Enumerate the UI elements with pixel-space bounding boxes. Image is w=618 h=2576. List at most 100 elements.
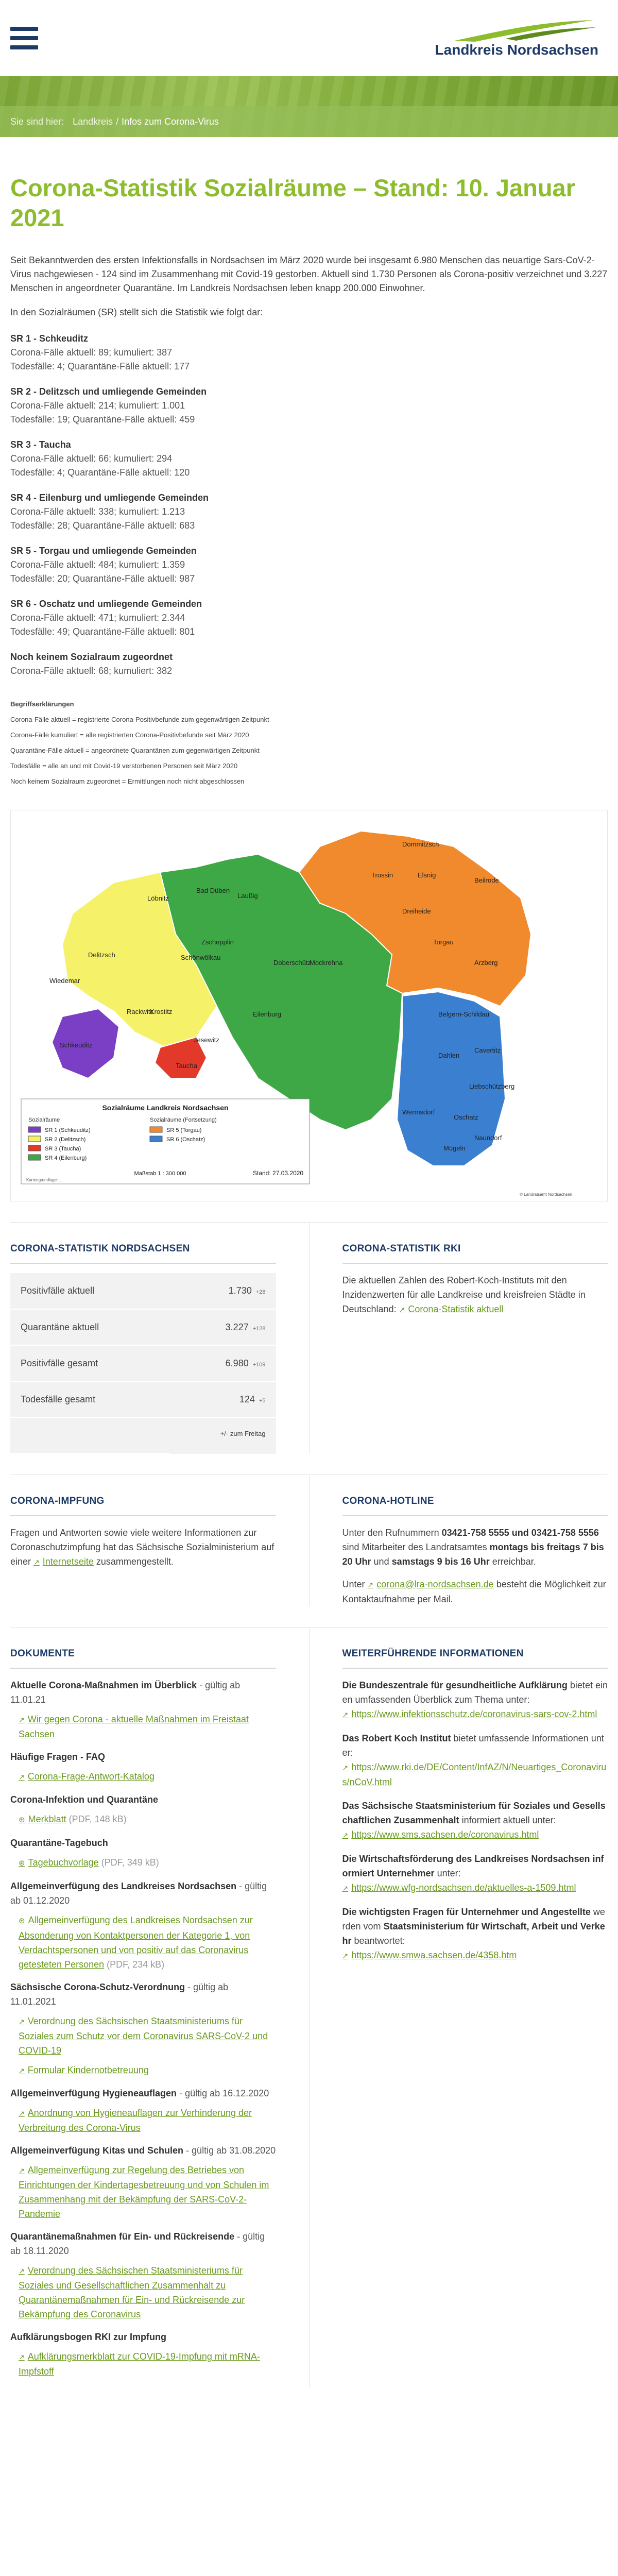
impfung-text: Fragen und Antworten sowie viele weitere… (10, 1528, 274, 1567)
hotline-mail-post: besteht die Möglichkeit zur Kontaktaufna… (342, 1579, 606, 1604)
region-block: SR 3 - Taucha Corona-Fälle aktuell: 66; k… (10, 438, 608, 480)
stats-row: Todesfälle gesamt 124 +5 (10, 1381, 276, 1418)
impfung-link[interactable]: Internetseite (33, 1556, 94, 1567)
document-link[interactable]: Wir gegen Corona - aktuelle Maßnahmen im… (19, 1714, 249, 1739)
document-heading: Quarantänemaßnahmen für Ein- und Rückrei… (10, 2231, 265, 2256)
legend-swatch (28, 1126, 41, 1133)
region-name: SR 4 - Eilenburg und umliegende Gemeinde… (10, 493, 209, 503)
stats-label: Positivfälle gesamt (10, 1345, 170, 1382)
logo[interactable]: Landkreis Nordsachsen (435, 18, 598, 58)
lead-text: In den Sozialräumen (SR) stellt sich die… (10, 307, 263, 317)
info-link[interactable]: https://www.wfg-nordsachsen.de/aktuelles… (342, 1883, 576, 1893)
document-link[interactable]: Formular Kindernotbetreuung (19, 2065, 149, 2075)
map-town-label: Schönwölkau (181, 954, 220, 961)
map-town-label: Schkeuditz (60, 1041, 93, 1049)
document-link[interactable]: Tagebuchvorlage (19, 1857, 99, 1868)
definition-item: Noch keinem Sozialraum zugeordnet = Ermi… (10, 777, 245, 785)
document-link[interactable]: Verordnung des Sächsischen Staatsministe… (19, 2016, 268, 2056)
logo-swoosh-icon (454, 20, 596, 42)
definition-item: Corona-Fälle kumuliert = alle registrier… (10, 731, 249, 739)
info-item: Die Bundeszentrale für gesundheitliche A… (342, 1678, 608, 1722)
document-size: (PDF, 148 kB) (68, 1814, 127, 1824)
map-town-label: Mockrehna (310, 959, 343, 967)
document-item: Häufige Fragen - FAQ Corona-Frage-Antwor… (10, 1750, 276, 1784)
stats-value-cell: 6.980 +109 (169, 1345, 276, 1382)
legend-head-right: Sozialräume (Fortsetzung) (150, 1117, 217, 1123)
region-deaths: Todesfälle: 49; Quarantäne-Fälle aktuell… (10, 626, 195, 637)
legend-label: SR 4 (Eilenburg) (45, 1155, 87, 1161)
info-source: Das Sächsische Staatsministerium für Soz… (342, 1801, 606, 1825)
info-source: Die Wirtschaftsförderung des Landkreises… (342, 1854, 604, 1878)
info-link[interactable]: https://www.sms.sachsen.de/coronavirus.h… (342, 1829, 539, 1840)
info-title: WEITERFÜHRENDE INFORMATIONEN (342, 1628, 608, 1669)
hotline-text: Unter den Rufnummern 03421-758 5555 und … (342, 1526, 608, 1569)
main-content: Corona-Statistik Sozialräume – Stand: 10… (0, 137, 618, 2428)
info-link[interactable]: https://www.smwa.sachsen.de/4358.htm (342, 1950, 517, 1960)
breadcrumb-item-landkreis[interactable]: Landkreis (73, 116, 113, 127)
document-heading: Aufklärungsbogen RKI zur Impfung (10, 2332, 166, 2342)
document-link-row: Verordnung des Sächsischen Staatsministe… (10, 2263, 276, 2321)
map-footer-right: © Landratsamt Nordsachsen (520, 1192, 572, 1197)
document-link-row: Allgemeinverfügung des Landkreises Nords… (10, 1913, 276, 1972)
stats-table: Positivfälle aktuell 1.730 +28 Quarantäne a… (10, 1273, 276, 1454)
map-town-label: Wermsdorf (402, 1108, 435, 1116)
region-deaths: Todesfälle: 4; Quarantäne-Fälle aktuell:… (10, 361, 190, 371)
legend-head-left: Sozialräume (28, 1117, 60, 1123)
stats-delta: +128 (252, 1325, 266, 1332)
info-source: Das Robert Koch Institut (342, 1733, 451, 1743)
region-block: SR 6 - Oschatz und umliegende Gemeinden C… (10, 597, 608, 639)
document-heading: Corona-Infektion und Quarantäne (10, 1794, 159, 1805)
info-link[interactable]: https://www.rki.de/DE/Content/InfAZ/N/Ne… (342, 1762, 607, 1787)
info-item: Das Robert Koch Institut bietet umfassen… (342, 1731, 608, 1789)
region-block: Noch keinem Sozialraum zugeordnet Corona-… (10, 650, 608, 678)
map-town-label: Delitzsch (88, 951, 115, 959)
info-text: informiert aktuell unter: (461, 1815, 556, 1825)
document-item: Allgemeinverfügung Kitas und Schulen - g… (10, 2143, 276, 2221)
info-link[interactable]: https://www.infektionsschutz.de/coronavi… (342, 1709, 597, 1719)
stats-value-cell: 124 +5 (169, 1381, 276, 1418)
region-name: SR 1 - Schkeuditz (10, 333, 89, 344)
map-town-label: Bad Düben (196, 887, 230, 894)
map-town-label: Rackwitz (127, 1008, 153, 1015)
map-town-label: Zschepplin (201, 938, 234, 946)
info-text: bietet umfassende Informationen unter: (342, 1733, 604, 1758)
stats-label: Todesfälle gesamt (10, 1381, 170, 1418)
document-size: (PDF, 349 kB) (101, 1857, 159, 1868)
document-link[interactable]: Merkblatt (19, 1814, 66, 1824)
region-deaths: Todesfälle: 28; Quarantäne-Fälle aktuell… (10, 520, 195, 531)
info-text: werden vom (342, 1907, 605, 1931)
document-link[interactable]: Verordnung des Sächsischen Staatsministe… (19, 2265, 245, 2319)
document-heading: Quarantäne-Tagebuch (10, 1838, 108, 1848)
hotline-mail-link[interactable]: corona@lra-nordsachsen.de (368, 1579, 494, 1589)
rki-statistics-link[interactable]: Corona-Statistik aktuell (399, 1304, 504, 1314)
map-town-label: Cavertitz (474, 1046, 501, 1054)
document-link[interactable]: Corona-Frage-Antwort-Katalog (19, 1771, 154, 1782)
stats-value: 1.730 (228, 1285, 252, 1296)
document-link[interactable]: Aufklärungsmerkblatt zur COVID-19-Impfun… (19, 2351, 260, 2377)
document-link[interactable]: Anordnung von Hygieneauflagen zur Verhin… (19, 2108, 252, 2133)
menu-icon[interactable] (10, 27, 38, 49)
map-date: Stand: 27.03.2020 (253, 1170, 303, 1177)
map-region-sr1 (51, 1008, 120, 1079)
map-town-label: Belgern-Schildau (438, 1010, 489, 1018)
info-text: unter: (437, 1868, 461, 1878)
breadcrumb-prefix: Sie sind hier: (10, 116, 64, 127)
region-name: SR 3 - Taucha (10, 439, 71, 450)
document-validity: - gültig ab 31.08.2020 (186, 2145, 276, 2156)
document-heading: Sächsische Corona-Schutz-Verordnung - gü… (10, 1982, 229, 2007)
documents-section: DOKUMENTE Aktuelle Corona-Maßnahmen im Ü… (10, 1628, 276, 2387)
map-town-label: Liebschützberg (469, 1082, 514, 1090)
map-town-label: Krostitz (150, 1008, 172, 1015)
region-deaths: Todesfälle: 4; Quarantäne-Fälle aktuell:… (10, 467, 190, 478)
breadcrumb: Sie sind hier: Landkreis / Infos zum Cor… (0, 106, 618, 137)
document-link[interactable]: Allgemeinverfügung zur Regelung des Betr… (19, 2165, 269, 2219)
region-block: SR 5 - Torgau und umliegende Gemeinden Co… (10, 544, 608, 586)
document-item: Aktuelle Corona-Maßnahmen im Überblick -… (10, 1678, 276, 1741)
hotline-title: CORONA-HOTLINE (342, 1475, 608, 1516)
stats-value: 6.980 (225, 1358, 249, 1368)
map-town-label: Beilrode (474, 876, 499, 884)
info-item: Die wichtigsten Fragen für Unternehmer u… (342, 1905, 608, 1963)
map-town-label: Dommitzsch (402, 840, 439, 848)
stats-value: 124 (239, 1394, 255, 1404)
document-item: Sächsische Corona-Schutz-Verordnung - gü… (10, 1980, 276, 2078)
